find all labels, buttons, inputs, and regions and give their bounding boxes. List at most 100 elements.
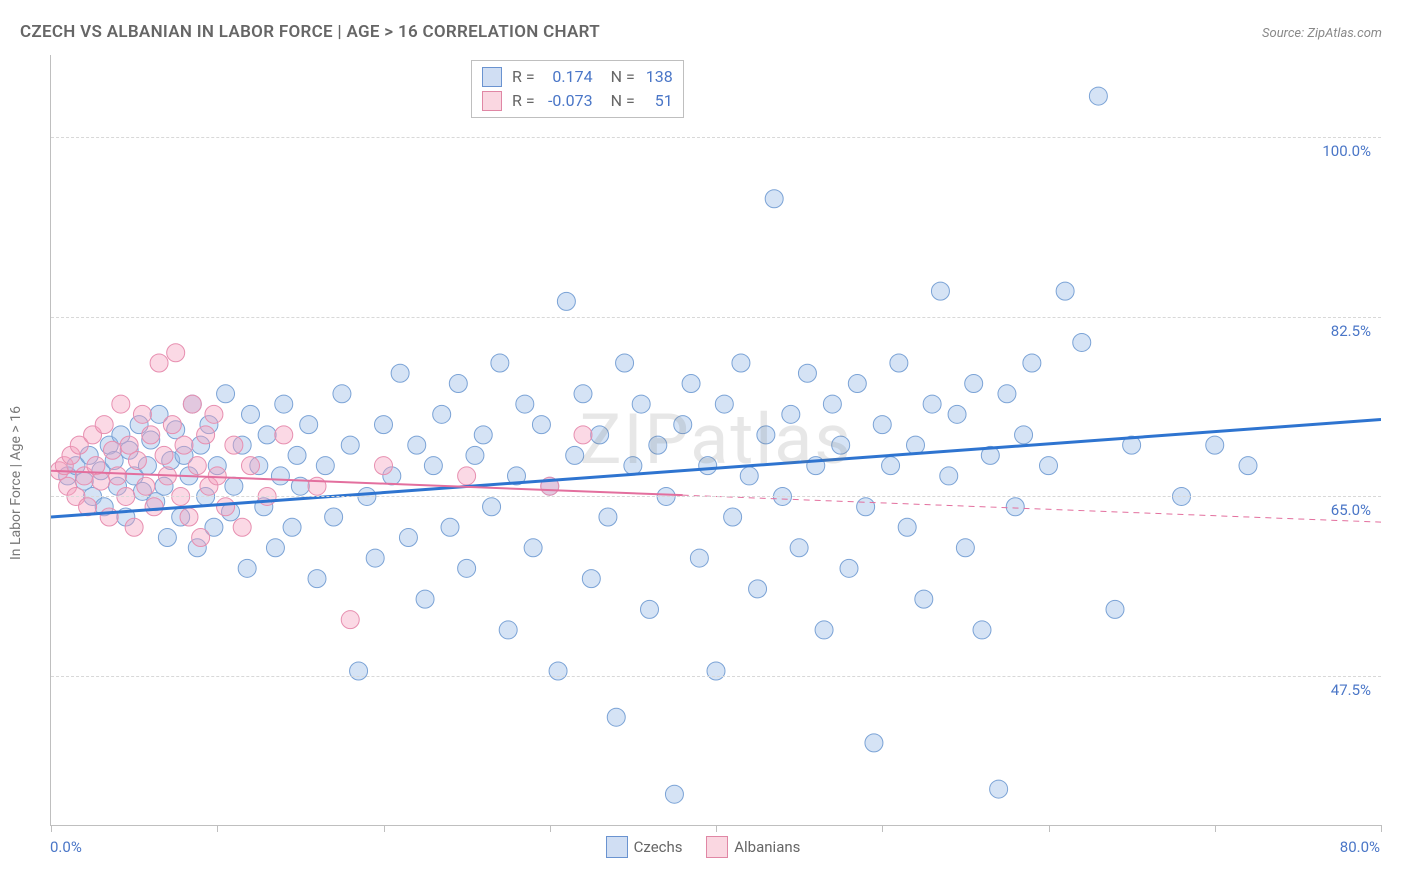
scatter-point — [1056, 282, 1074, 300]
scatter-point — [699, 457, 717, 475]
scatter-point — [707, 662, 725, 680]
scatter-point — [188, 457, 206, 475]
bottom-legend: Czechs Albanians — [0, 836, 1406, 862]
scatter-point — [408, 436, 426, 454]
legend-swatch-pink — [706, 836, 728, 858]
gridline — [51, 496, 1381, 497]
scatter-point — [499, 621, 517, 639]
gridline — [51, 676, 1381, 677]
scatter-point — [325, 508, 343, 526]
scatter-point — [208, 467, 226, 485]
scatter-point — [940, 467, 958, 485]
stats-n-value-2: 51 — [639, 89, 673, 113]
scatter-point — [183, 395, 201, 413]
scatter-point — [574, 426, 592, 444]
scatter-point — [616, 354, 634, 372]
stats-r-value-1: 0.174 — [539, 65, 593, 89]
chart-svg — [51, 55, 1381, 825]
scatter-point — [1106, 600, 1124, 618]
scatter-point — [923, 395, 941, 413]
stats-r-label-2: R = — [512, 89, 535, 113]
scatter-point — [1006, 498, 1024, 516]
scatter-point — [1206, 436, 1224, 454]
scatter-point — [682, 375, 700, 393]
scatter-point — [1073, 333, 1091, 351]
scatter-point — [749, 580, 767, 598]
scatter-point — [375, 457, 393, 475]
scatter-point — [483, 498, 501, 516]
scatter-point — [316, 457, 334, 475]
scatter-point — [549, 662, 567, 680]
scatter-point — [1023, 354, 1041, 372]
scatter-point — [424, 457, 442, 475]
scatter-point — [624, 457, 642, 475]
x-tick — [550, 825, 551, 832]
x-tick — [1215, 825, 1216, 832]
scatter-point — [882, 457, 900, 475]
scatter-point — [823, 395, 841, 413]
x-tick — [384, 825, 385, 832]
chart-title: CZECH VS ALBANIAN IN LABOR FORCE | AGE >… — [20, 22, 600, 42]
x-tick — [882, 825, 883, 832]
scatter-point — [674, 416, 692, 434]
scatter-point — [732, 354, 750, 372]
scatter-point — [765, 190, 783, 208]
scatter-point — [137, 477, 155, 495]
scatter-point — [890, 354, 908, 372]
scatter-point — [416, 590, 434, 608]
scatter-point — [242, 405, 260, 423]
scatter-point — [873, 416, 891, 434]
scatter-point — [532, 416, 550, 434]
scatter-point — [155, 446, 173, 464]
scatter-point — [798, 364, 816, 382]
scatter-point — [95, 416, 113, 434]
x-tick — [1049, 825, 1050, 832]
scatter-point — [632, 395, 650, 413]
scatter-point — [391, 364, 409, 382]
scatter-point — [233, 518, 251, 536]
scatter-point — [205, 405, 223, 423]
scatter-point — [724, 508, 742, 526]
scatter-point — [956, 539, 974, 557]
scatter-point — [225, 477, 243, 495]
scatter-point — [341, 611, 359, 629]
scatter-point — [948, 405, 966, 423]
scatter-point — [898, 518, 916, 536]
scatter-point — [965, 375, 983, 393]
scatter-point — [466, 446, 484, 464]
scatter-point — [283, 518, 301, 536]
scatter-point — [271, 467, 289, 485]
scatter-point — [790, 539, 808, 557]
scatter-point — [341, 436, 359, 454]
scatter-point — [931, 282, 949, 300]
y-tick-label: 82.5% — [1331, 322, 1371, 340]
scatter-point — [848, 375, 866, 393]
scatter-point — [100, 508, 118, 526]
scatter-point — [217, 498, 235, 516]
scatter-point — [225, 436, 243, 454]
scatter-point — [865, 734, 883, 752]
stats-n-value-1: 138 — [639, 65, 673, 89]
scatter-point — [375, 416, 393, 434]
y-tick-label: 47.5% — [1331, 681, 1371, 699]
stats-r-value-2: -0.073 — [539, 89, 593, 113]
source-label: Source: ZipAtlas.com — [1262, 26, 1382, 41]
scatter-point — [582, 570, 600, 588]
scatter-point — [840, 559, 858, 577]
stats-n-label-2: N = — [611, 89, 635, 113]
scatter-point — [990, 780, 1008, 798]
scatter-point — [557, 292, 575, 310]
scatter-point — [973, 621, 991, 639]
scatter-point — [366, 549, 384, 567]
scatter-point — [815, 621, 833, 639]
scatter-point — [1015, 426, 1033, 444]
trend-line-dashed — [683, 495, 1381, 522]
scatter-point — [288, 446, 306, 464]
scatter-point — [163, 416, 181, 434]
y-tick-label: 100.0% — [1322, 142, 1371, 160]
scatter-point — [566, 446, 584, 464]
stats-row-2: R = -0.073 N = 51 — [482, 89, 673, 113]
y-axis-label: In Labor Force | Age > 16 — [8, 406, 24, 560]
scatter-point — [175, 436, 193, 454]
scatter-point — [1239, 457, 1257, 475]
